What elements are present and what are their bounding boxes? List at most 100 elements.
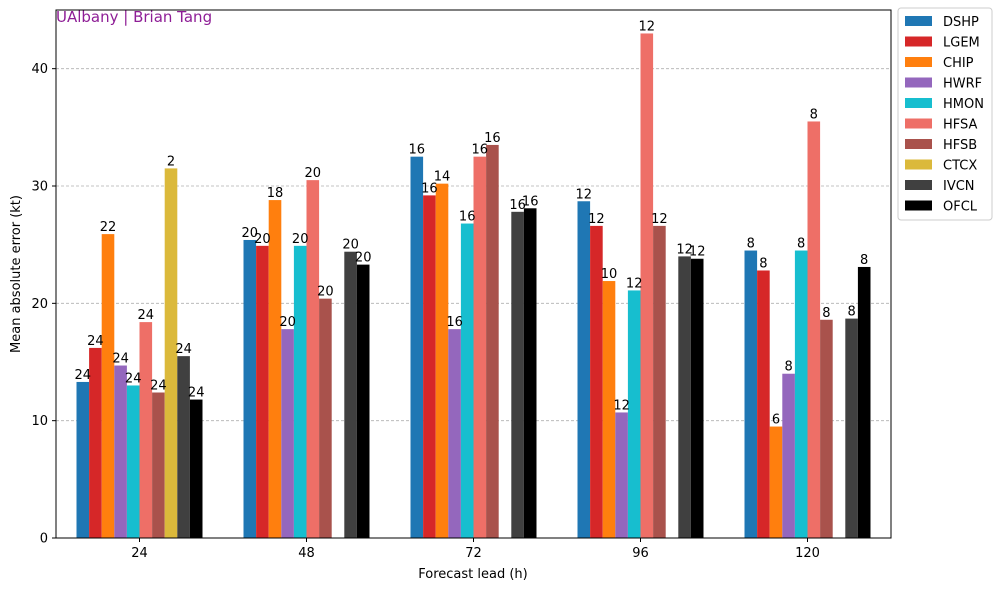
bar-count-label-ctcx-24: 2 [167, 154, 175, 169]
bar-chip-120 [769, 426, 783, 538]
bar-count-label-hfsb-72: 16 [484, 131, 501, 146]
bar-count-label-hfsa-120: 8 [810, 107, 818, 122]
bar-hfsa-120 [807, 121, 821, 538]
bar-hfsa-96 [640, 33, 654, 538]
legend-swatch-lgem [905, 36, 932, 47]
legend-swatch-hfsa [905, 118, 932, 129]
bar-ivcn-72 [511, 211, 524, 538]
legend-label-dshp: DSHP [943, 15, 979, 30]
y-tick-label: 0 [40, 532, 48, 547]
bar-hfsb-24 [152, 392, 165, 538]
legend-label-ofcl: OFCL [943, 200, 978, 215]
bar-count-label-hfsa-24: 24 [138, 308, 155, 323]
bar-count-label-dshp-72: 16 [409, 143, 426, 158]
bar-count-label-dshp-96: 12 [576, 187, 593, 202]
bar-hfsb-48 [319, 298, 332, 538]
legend-label-hwrf: HWRF [943, 77, 982, 92]
bar-count-label-lgem-48: 20 [254, 232, 271, 247]
legend-swatch-dshp [905, 16, 932, 26]
legend-label-hfsa: HFSA [943, 118, 978, 133]
bar-count-label-lgem-24: 24 [87, 334, 104, 349]
bar-ofcl-72 [523, 208, 537, 538]
bar-count-label-dshp-48: 20 [242, 226, 259, 241]
bar-chip-96 [602, 281, 616, 538]
legend-swatch-ctcx [905, 159, 932, 170]
bar-ivcn-24 [177, 356, 190, 538]
bar-ivcn-48 [344, 251, 357, 538]
bar-count-label-hmon-96: 12 [626, 276, 643, 291]
bar-chip-24 [101, 234, 115, 538]
bar-ivcn-96 [678, 256, 691, 538]
bar-dshp-48 [243, 239, 257, 538]
legend-label-hmon: HMON [943, 97, 984, 112]
bar-lgem-72 [423, 195, 436, 539]
bar-lgem-96 [590, 225, 603, 539]
bar-labels: 2424222424242422424202018202020202020161… [75, 19, 869, 427]
bar-hwrf-96 [615, 412, 628, 538]
bar-ofcl-48 [356, 264, 370, 538]
y-tick-label: 40 [31, 62, 48, 77]
bar-count-label-chip-120: 6 [772, 413, 780, 428]
bar-count-label-chip-48: 18 [267, 186, 284, 201]
bar-hwrf-72 [448, 329, 461, 538]
y-tick-label: 20 [31, 297, 48, 312]
y-axis: 0 10 20 30 40 [31, 62, 56, 547]
bar-count-label-hmon-72: 16 [459, 210, 476, 225]
bar-ofcl-24 [189, 399, 203, 538]
x-tick-label-120: 120 [795, 546, 820, 561]
watermark-text: UAlbany | Brian Tang [56, 8, 212, 26]
bar-ctcx-24 [164, 168, 178, 538]
bar-chip-48 [268, 200, 282, 538]
bar-count-label-ofcl-96: 12 [689, 245, 706, 260]
bar-count-label-ofcl-72: 16 [522, 194, 539, 209]
bar-ofcl-120 [857, 266, 871, 538]
bar-count-label-hfsa-96: 12 [639, 19, 656, 34]
x-tick-label-72: 72 [465, 546, 482, 561]
y-tick-label: 10 [31, 414, 48, 429]
bar-hfsb-120 [820, 319, 833, 538]
bar-hmon-96 [627, 290, 641, 538]
bar-count-label-ivcn-24: 24 [175, 342, 192, 357]
bar-count-label-chip-72: 14 [434, 170, 451, 185]
bar-lgem-24 [89, 347, 102, 538]
bar-dshp-120 [744, 250, 758, 539]
bar-count-label-chip-24: 22 [100, 220, 117, 235]
bar-count-label-hmon-24: 24 [125, 371, 142, 386]
bar-count-label-hfsa-72: 16 [472, 143, 489, 158]
bar-count-label-ofcl-48: 20 [355, 251, 372, 266]
bar-lgem-120 [757, 270, 770, 538]
bar-count-label-hfsb-24: 24 [150, 379, 167, 394]
bar-hfsa-72 [473, 156, 487, 538]
bar-dshp-96 [577, 201, 591, 538]
y-tick-label: 30 [31, 180, 48, 195]
bar-count-label-ofcl-24: 24 [188, 386, 205, 401]
legend-label-ivcn: IVCN [943, 179, 975, 194]
bar-count-label-lgem-72: 16 [421, 181, 438, 196]
bar-count-label-hwrf-120: 8 [784, 360, 792, 375]
bar-count-label-ivcn-72: 16 [509, 198, 526, 213]
bar-count-label-ivcn-48: 20 [342, 238, 359, 253]
bar-dshp-24 [76, 381, 90, 538]
bar-hmon-24 [126, 385, 140, 538]
bar-count-label-dshp-120: 8 [747, 237, 755, 252]
bar-hfsa-24 [139, 322, 153, 538]
legend-swatch-ofcl [905, 200, 932, 211]
bar-hfsb-96 [653, 225, 666, 539]
bar-hmon-120 [794, 250, 808, 539]
legend-swatch-ivcn [905, 180, 932, 190]
y-axis-label: Mean absolute error (kt) [9, 195, 24, 353]
bar-count-label-hwrf-72: 16 [446, 315, 463, 330]
legend-label-ctcx: CTCX [943, 159, 977, 174]
bar-count-label-chip-96: 10 [601, 267, 618, 282]
x-tick-label-96: 96 [632, 546, 649, 561]
legend-label-hfsb: HFSB [943, 138, 977, 153]
bar-hwrf-24 [114, 365, 127, 538]
bar-count-label-dshp-24: 24 [75, 368, 92, 383]
bar-count-label-hmon-120: 8 [797, 237, 805, 252]
legend-label-chip: CHIP [943, 56, 974, 71]
legend-swatch-hmon [905, 98, 932, 108]
bar-ivcn-120 [845, 318, 858, 538]
bar-lgem-48 [256, 245, 269, 538]
x-tick-label-24: 24 [131, 546, 148, 561]
